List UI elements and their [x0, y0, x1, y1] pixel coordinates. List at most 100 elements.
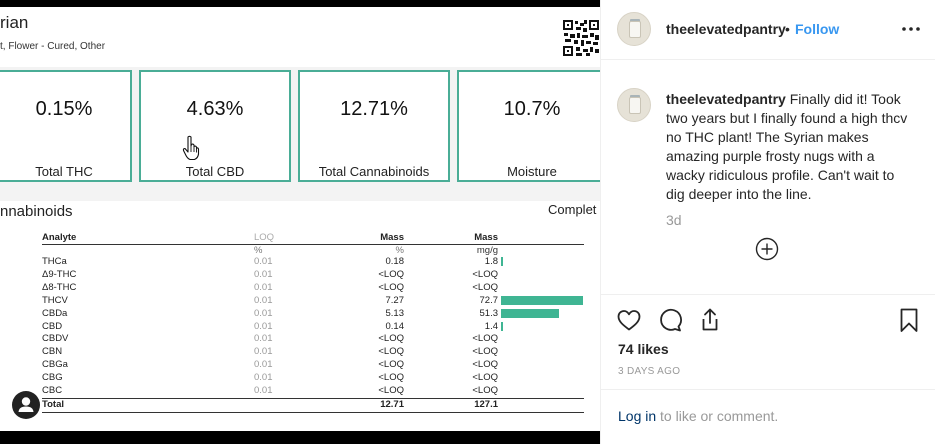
total-mg: 127.1: [404, 397, 498, 413]
loq-value: 0.01: [254, 307, 273, 319]
col-analyte: Analyte: [42, 232, 254, 245]
mass-mg-value: 72.7: [479, 294, 499, 306]
qr-code-icon: [562, 19, 600, 57]
mass-mg-value: <LOQ: [472, 385, 498, 397]
caption-username[interactable]: theelevatedpantry: [666, 91, 786, 107]
post-panel: theelevatedpantry • Follow theelevatedpa…: [600, 0, 935, 444]
mass-mg-value: <LOQ: [472, 346, 498, 358]
analyte-name: CBG: [42, 372, 63, 384]
bar-cell: [498, 372, 584, 385]
post-photo[interactable]: rian t, Flower - Cured, Other 0.15% Tota…: [0, 0, 600, 444]
section-status: Complet: [548, 202, 597, 217]
table-row: CBG 0.01 <LOQ <LOQ: [42, 372, 584, 385]
card-value: 4.63%: [186, 98, 244, 120]
card-total-cbd: 4.63% Total CBD: [139, 70, 291, 182]
table-row: CBDa 0.01 5.13 51.3: [42, 308, 584, 321]
mass-pct-value: <LOQ: [378, 372, 404, 384]
total-label: Total: [42, 397, 254, 413]
mass-bar: [501, 295, 583, 305]
login-link[interactable]: Log in: [618, 408, 657, 424]
mass-pct-value: 7.27: [385, 294, 405, 306]
table-row: CBGa 0.01 <LOQ <LOQ: [42, 359, 584, 372]
loq-value: 0.01: [254, 281, 273, 293]
col-mass-pct: Mass: [318, 232, 404, 245]
mass-mg-value: <LOQ: [472, 268, 498, 280]
analyte-name: THCa: [42, 256, 67, 267]
col-bar: [498, 232, 584, 245]
mass-pct-value: 0.18: [385, 256, 405, 267]
bar-cell: [498, 359, 584, 372]
card-label: Total THC: [35, 164, 93, 179]
report-title: rian: [0, 13, 29, 32]
post-date[interactable]: 3 DAYS AGO: [618, 366, 681, 377]
unit-loq: %: [254, 245, 263, 256]
loq-value: 0.01: [254, 385, 273, 397]
follow-button[interactable]: Follow: [795, 21, 840, 37]
loq-value: 0.01: [254, 346, 273, 358]
analyte-name: Δ9-THC: [42, 268, 77, 280]
loq-value: 0.01: [254, 372, 273, 384]
bar-cell: [498, 333, 584, 346]
mass-mg-value: 1.8: [484, 256, 498, 267]
hand-cursor-icon: [182, 135, 200, 161]
likes-count[interactable]: 74 likes: [618, 341, 669, 357]
analyte-name: CBN: [42, 346, 63, 358]
mass-mg-value: 1.4: [484, 320, 498, 332]
total-bar-cell: [498, 397, 584, 413]
load-more-comments-icon[interactable]: [755, 237, 779, 261]
section-title: nnabinoids: [0, 203, 73, 220]
card-label: Total CBD: [185, 164, 245, 179]
analyte-name: CBDa: [42, 307, 68, 319]
username-link[interactable]: theelevatedpantry: [666, 21, 786, 37]
caption: theelevatedpantry Finally did it! Took t…: [666, 90, 911, 204]
comment-avatar[interactable]: [617, 88, 651, 122]
analyte-name: CBC: [42, 385, 63, 397]
analyte-name: CBGa: [42, 359, 68, 371]
cannabinoid-table: Analyte LOQ Mass Mass % % mg/g THCa 0.01 0…: [42, 232, 584, 413]
loq-value: 0.01: [254, 359, 273, 371]
mass-mg-value: <LOQ: [472, 359, 498, 371]
table-row: CBD 0.01 0.14 1.4: [42, 321, 584, 334]
mass-pct-value: <LOQ: [378, 333, 404, 345]
more-horizontal-icon[interactable]: [897, 20, 925, 38]
card-moisture: 10.7% Moisture: [457, 70, 600, 182]
loq-value: 0.01: [254, 320, 273, 332]
loq-value: 0.01: [254, 268, 273, 280]
mass-mg-value: <LOQ: [472, 333, 498, 345]
bar-cell: [498, 295, 584, 308]
mass-pct-value: <LOQ: [378, 359, 404, 371]
divider: [601, 389, 935, 390]
card-total-cannabinoids: 12.71% Total Cannabinoids: [298, 70, 450, 182]
card-value: 10.7%: [503, 98, 561, 120]
mass-mg-value: <LOQ: [472, 372, 498, 384]
mass-bar: [501, 321, 503, 331]
caption-text: Finally did it! Took two years but I fin…: [666, 91, 908, 202]
bookmark-icon[interactable]: [895, 306, 923, 334]
loq-value: 0.01: [254, 294, 273, 306]
total-loq: [254, 397, 318, 413]
mass-bar: [501, 256, 504, 266]
login-prompt: Log in to like or comment.: [618, 408, 778, 424]
bar-cell: [498, 269, 584, 282]
mass-pct-value: 0.14: [385, 320, 405, 332]
bar-cell: [498, 308, 584, 321]
login-suffix: to like or comment.: [656, 408, 779, 424]
table-row: CBN 0.01 <LOQ <LOQ: [42, 346, 584, 359]
share-icon[interactable]: [696, 306, 724, 334]
card-label: Moisture: [507, 164, 557, 179]
bar-cell: [498, 256, 584, 269]
loq-value: 0.01: [254, 256, 273, 267]
tagged-user-button[interactable]: [12, 391, 40, 419]
unit-mass-pct: %: [395, 245, 404, 256]
user-icon: [18, 397, 34, 412]
avatar[interactable]: [617, 12, 651, 46]
comment-bubble-icon[interactable]: [656, 306, 684, 334]
mass-mg-value: <LOQ: [472, 281, 498, 293]
like-heart-icon[interactable]: [615, 306, 643, 334]
card-value: 12.71%: [340, 98, 408, 120]
bar-cell: [498, 385, 584, 398]
post-header: theelevatedpantry • Follow: [601, 0, 935, 60]
table-row: CBC 0.01 <LOQ <LOQ: [42, 385, 584, 398]
table-row: CBDV 0.01 <LOQ <LOQ: [42, 333, 584, 346]
card-label: Total Cannabinoids: [318, 164, 430, 179]
